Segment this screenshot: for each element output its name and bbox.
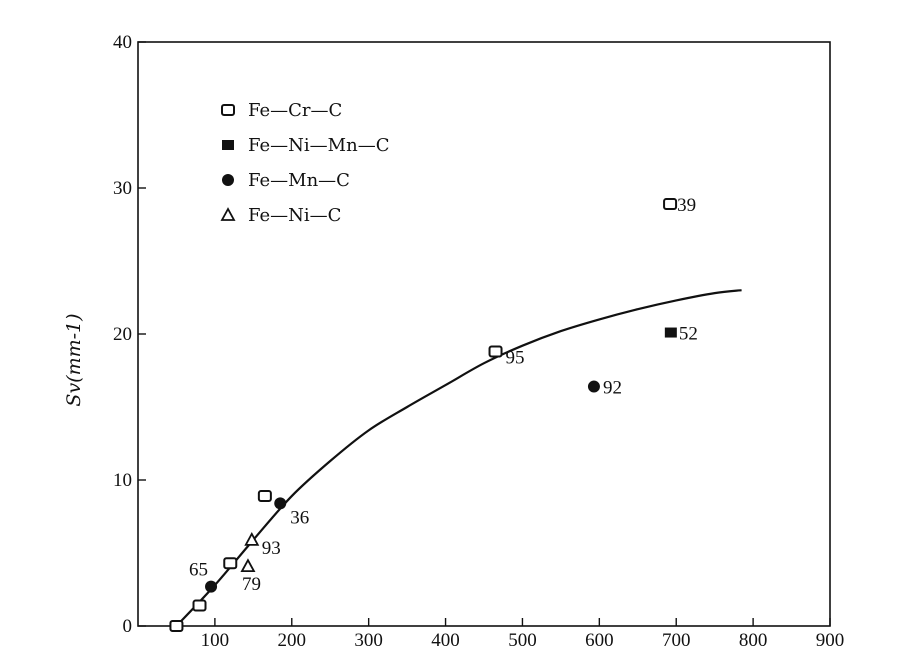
x-tick-label: 900 [816, 630, 845, 651]
data-point-open-square [257, 490, 272, 503]
data-point-open-square [223, 557, 238, 570]
legend-label: Fe—Ni—C [248, 205, 341, 226]
y-tick-label: 40 [113, 32, 132, 53]
legend-label: Fe—Mn—C [248, 170, 350, 191]
x-tick-label: 400 [431, 630, 460, 651]
y-axis-label: Sv(mm-1) [63, 313, 85, 406]
legend-marker-filled-circle [222, 174, 234, 186]
data-point-filled-circle [587, 380, 600, 393]
point-label: 36 [290, 507, 309, 528]
point-label: 52 [679, 324, 698, 345]
y-tick-label: 20 [113, 324, 132, 345]
y-tick-label: 30 [113, 178, 132, 199]
data-point-open-square [169, 620, 184, 632]
data-point-open-triangle [240, 558, 256, 573]
data-point-open-square [663, 198, 678, 211]
point-label: 95 [506, 348, 525, 369]
point-label: 93 [262, 538, 281, 559]
x-tick-label: 800 [739, 630, 768, 651]
y-axis-ticks: 0 10 20 30 40 [113, 32, 146, 637]
x-tick-label: 500 [508, 630, 537, 651]
point-label: 79 [242, 574, 261, 595]
data-point-filled-circle [205, 580, 218, 593]
x-tick-label: 100 [201, 630, 230, 651]
legend: Fe—Cr—C Fe—Ni—Mn—C Fe—Mn—C Fe—Ni—C [220, 100, 389, 226]
plot-frame [137, 41, 831, 627]
legend-label: Fe—Cr—C [248, 100, 342, 121]
trend-curve [175, 289, 742, 627]
point-label: 92 [603, 378, 622, 399]
x-tick-label: 200 [278, 630, 307, 651]
point-label: 65 [189, 560, 208, 581]
data-points [169, 198, 678, 632]
data-point-open-triangle [244, 531, 260, 546]
data-point-filled-square [664, 327, 677, 338]
x-tick-label: 700 [662, 630, 691, 651]
data-point-open-square [488, 345, 503, 358]
legend-marker-open-square [221, 104, 235, 116]
x-tick-label: 300 [354, 630, 383, 651]
y-tick-label: 0 [123, 616, 133, 637]
x-axis-ticks: 100 200 300 400 500 600 700 800 900 [201, 618, 845, 651]
legend-marker-open-triangle [220, 207, 236, 221]
data-point-open-square [192, 599, 207, 612]
x-tick-label: 600 [585, 630, 614, 651]
legend-label: Fe—Ni—Mn—C [248, 135, 389, 156]
legend-marker-filled-square [222, 140, 234, 150]
point-label: 39 [677, 195, 696, 216]
y-tick-label: 10 [113, 470, 132, 491]
data-point-filled-circle [274, 497, 287, 510]
